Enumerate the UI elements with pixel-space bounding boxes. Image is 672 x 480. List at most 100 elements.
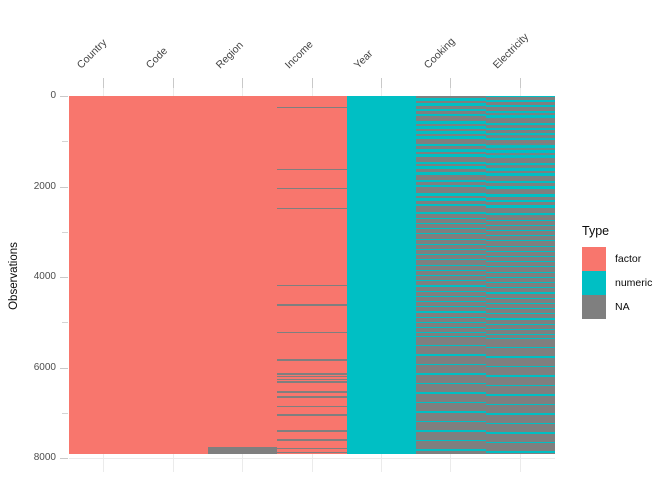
na-segment (207, 447, 278, 454)
na-segment (277, 359, 348, 361)
na-segment (485, 236, 556, 241)
na-segment (485, 424, 556, 433)
na-segment (485, 293, 556, 298)
na-segment (485, 130, 556, 133)
na-segment (416, 96, 487, 99)
na-segment (416, 111, 487, 114)
na-segment (416, 174, 487, 180)
na-segment (416, 431, 487, 440)
x-tick-mark (311, 78, 313, 88)
legend-swatch-na (582, 295, 606, 319)
na-segment (416, 138, 487, 145)
na-segment (485, 157, 556, 164)
na-segment (485, 272, 556, 277)
na-segment (416, 355, 487, 364)
na-segment (277, 414, 348, 417)
na-segment (416, 296, 487, 301)
legend: Type factor numeric NA (582, 224, 652, 319)
y-minor-tick-mark (62, 231, 68, 233)
na-segment (485, 443, 556, 452)
na-segment (416, 302, 487, 307)
na-segment (416, 265, 487, 270)
na-segment (485, 246, 556, 251)
na-segment (485, 147, 556, 151)
na-segment (416, 244, 487, 249)
na-segment (416, 333, 487, 336)
na-segment (485, 165, 556, 168)
na-segment (416, 128, 487, 132)
na-segment (277, 378, 348, 381)
na-segment (416, 146, 487, 149)
na-segment (416, 291, 487, 296)
na-segment (416, 105, 487, 110)
na-segment (485, 324, 556, 329)
na-segment (485, 395, 556, 404)
x-tick-mark (380, 78, 382, 88)
na-segment (485, 251, 556, 256)
na-segment (416, 255, 487, 260)
na-segment (416, 365, 487, 374)
column-region (207, 96, 278, 454)
na-segment (277, 331, 348, 334)
y-minor-tick-mark (62, 322, 68, 324)
na-segment (485, 309, 556, 314)
x-tick-mark (519, 78, 521, 88)
na-segment (416, 412, 487, 421)
na-segment (485, 207, 556, 214)
legend-swatch-factor (582, 247, 606, 271)
na-segment (485, 414, 556, 423)
legend-item-na: NA (582, 295, 652, 319)
column-country (69, 96, 139, 454)
x-tick-mark (242, 78, 244, 88)
y-minor-tick-mark (62, 141, 68, 143)
na-segment (485, 367, 556, 376)
na-segment (485, 262, 556, 267)
na-segment (416, 163, 487, 167)
na-segment (485, 97, 556, 100)
na-segment (485, 319, 556, 324)
na-segment (416, 181, 487, 185)
na-segment (485, 267, 556, 272)
na-segment (485, 452, 556, 454)
na-segment (416, 234, 487, 239)
na-segment (485, 277, 556, 282)
na-segment (485, 241, 556, 246)
na-segment (485, 170, 556, 174)
na-segment (485, 283, 556, 288)
column-year (346, 96, 417, 454)
na-segment (416, 213, 487, 218)
na-segment (485, 298, 556, 303)
na-segment (416, 317, 487, 322)
legend-item-numeric: numeric (582, 271, 652, 295)
legend-label: factor (615, 253, 642, 265)
legend-swatch-numeric (582, 271, 606, 295)
na-segment (416, 312, 487, 317)
na-segment (416, 151, 487, 155)
na-segment (277, 284, 348, 287)
na-segment (416, 286, 487, 291)
na-segment (277, 430, 348, 433)
na-segment (416, 206, 487, 212)
na-segment (416, 169, 487, 172)
column-cooking (416, 96, 487, 454)
legend-item-factor: factor (582, 247, 652, 271)
na-segment (485, 102, 556, 105)
na-segment (277, 438, 348, 441)
column-income (277, 96, 348, 454)
na-segment (277, 391, 348, 393)
na-segment (485, 107, 556, 111)
legend-entries: factor numeric NA (582, 247, 652, 319)
na-segment (485, 153, 556, 156)
legend-label: numeric (615, 277, 653, 289)
na-segment (485, 220, 556, 225)
column-label-income: Income (282, 38, 316, 72)
na-segment (416, 187, 487, 193)
column-label-region: Region (213, 39, 246, 72)
na-segment (485, 202, 556, 205)
na-segment (416, 218, 487, 223)
column-code (138, 96, 209, 454)
na-segment (416, 239, 487, 244)
na-segment (485, 405, 556, 414)
na-segment (277, 207, 348, 210)
